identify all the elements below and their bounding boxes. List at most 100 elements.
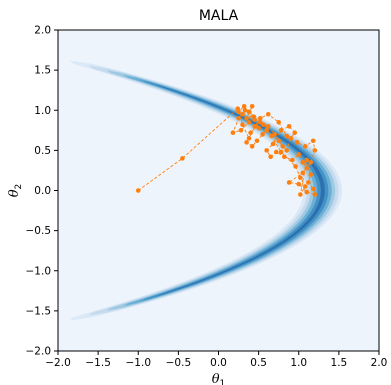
sample-point-9 [230, 130, 236, 136]
chart-title: MALA [199, 8, 239, 24]
sample-point-33 [273, 149, 279, 155]
sample-point-70 [304, 157, 310, 163]
sample-point-54 [265, 111, 271, 117]
sample-point-68 [302, 184, 308, 189]
sample-point-25 [284, 148, 290, 153]
sample-point-67 [298, 175, 303, 180]
sample-point-6 [249, 103, 255, 109]
sample-point-15 [264, 128, 269, 133]
sample-point-7 [246, 119, 252, 125]
x-tick-label: −2.0 [45, 357, 71, 369]
sample-point-36 [296, 152, 302, 157]
x-tick-label: 1.0 [290, 357, 307, 369]
sample-point-53 [276, 119, 281, 125]
x-axis: −2.0 −1.5 −1.0 −0.5 0.0 0.5 1.0 1.5 2.0 [45, 351, 387, 369]
x-tick-label: 0.0 [210, 357, 227, 369]
sample-point-29 [278, 128, 284, 133]
contour-level-6 [155, 84, 325, 297]
sample-point-59 [236, 109, 241, 115]
sample-point-10 [236, 115, 241, 121]
y-tick-label: 0.5 [34, 145, 51, 157]
contour-level-2 [88, 65, 339, 316]
y-tick-label: 0.0 [34, 185, 51, 197]
sample-point-55 [257, 115, 263, 121]
sample-point-26 [288, 136, 294, 141]
sample-point-23 [276, 138, 281, 144]
sample-point-1 [135, 188, 141, 193]
x-tick-label: −0.5 [166, 357, 192, 369]
x-tick-label: 2.0 [371, 357, 388, 369]
sample-point-62 [251, 114, 257, 119]
sample-point-56 [252, 124, 257, 129]
sample-point-35 [290, 157, 295, 163]
sample-point-20 [257, 119, 263, 125]
sample-point-5 [244, 115, 249, 121]
sample-point-45 [286, 180, 292, 185]
sample-point-43 [304, 189, 310, 195]
sample-point-27 [292, 130, 298, 136]
sample-point-41 [310, 186, 316, 192]
sample-point-4 [240, 111, 245, 117]
x-tick-label: −1.0 [126, 357, 152, 369]
sample-point-24 [280, 144, 286, 149]
y-axis-label: θ2 [7, 184, 24, 198]
y-tick-label: −1.0 [26, 265, 52, 277]
sample-point-50 [302, 144, 308, 149]
y-tick-label: 1.0 [34, 105, 51, 117]
y-tick-label: −0.5 [26, 225, 52, 237]
sample-point-39 [308, 172, 314, 177]
x-axis-label: θ1 [212, 372, 226, 385]
sample-point-32 [268, 154, 273, 160]
sample-point-2 [180, 156, 185, 161]
sample-point-69 [298, 192, 303, 197]
y-axis-symbol: θ [7, 189, 22, 197]
sample-point-40 [306, 180, 311, 185]
sample-point-52 [284, 133, 290, 139]
x-axis-symbol: θ [212, 372, 220, 385]
sample-trace [135, 103, 318, 197]
x-tick-label: 0.5 [250, 357, 267, 369]
sample-point-11 [242, 107, 248, 113]
y-axis-subscript: 2 [14, 184, 24, 190]
sample-point-66 [293, 164, 298, 169]
y-tick-label: −2.0 [26, 346, 52, 358]
sample-point-46 [300, 170, 306, 176]
sample-point-42 [312, 192, 318, 197]
sample-point-63 [261, 122, 266, 127]
sample-point-65 [278, 149, 284, 155]
sample-point-49 [310, 138, 316, 144]
contour-level-5 [139, 79, 329, 302]
sample-point-51 [294, 140, 300, 145]
sample-point-16 [254, 138, 260, 144]
sample-point-61 [246, 109, 252, 115]
y-tick-label: 1.5 [34, 65, 51, 77]
sample-point-14 [260, 132, 265, 137]
sample-point-38 [304, 165, 310, 171]
sample-point-18 [244, 140, 249, 145]
sample-point-31 [264, 148, 269, 153]
sample-point-60 [241, 103, 247, 109]
sample-point-19 [248, 130, 253, 136]
x-tick-label: 1.5 [331, 357, 348, 369]
sample-point-37 [300, 160, 306, 165]
y-tick-label: 2.0 [34, 25, 51, 37]
y-axis: −2.0 −1.5 −1.0 −0.5 0.0 0.5 1.0 1.5 2.0 [26, 25, 58, 358]
x-tick-label: −1.5 [85, 357, 111, 369]
sample-point-21 [265, 124, 271, 129]
sample-point-57 [246, 136, 252, 141]
x-axis-subscript: 1 [220, 379, 226, 385]
sample-point-8 [238, 128, 244, 133]
contour-level-3 [106, 70, 336, 311]
sample-point-58 [240, 122, 245, 127]
y-tick-label: −1.5 [26, 305, 52, 317]
sample-point-64 [269, 133, 274, 139]
sample-point-13 [256, 125, 261, 131]
contour-level-1 [70, 60, 343, 321]
sample-point-17 [249, 144, 255, 149]
sample-point-30 [270, 141, 276, 147]
sample-point-47 [308, 160, 314, 165]
sample-point-28 [286, 124, 292, 129]
sample-point-44 [296, 181, 302, 187]
